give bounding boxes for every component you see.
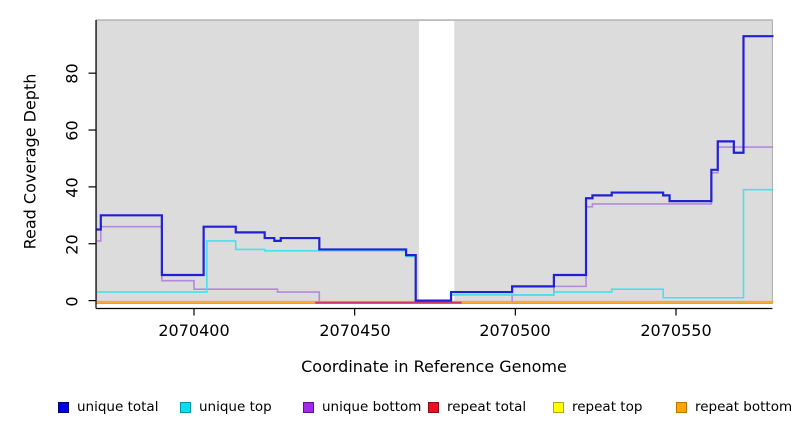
legend-label: unique bottom — [322, 399, 422, 415]
x-tick-2070450: 2070450 — [319, 321, 391, 340]
repeat-top-swatch-icon — [553, 401, 564, 413]
legend-label: unique total — [77, 399, 159, 415]
series-unique-top — [96, 188, 774, 302]
y-tick-60: 60 — [62, 120, 82, 141]
y-tick-40: 40 — [62, 177, 82, 198]
y-tick-0: 0 — [62, 296, 82, 307]
y-tick-80: 80 — [62, 63, 82, 84]
x-tick-2070500: 2070500 — [479, 321, 551, 340]
legend-item-unique-top: unique top — [180, 399, 272, 415]
y-axis-title: Read Coverage Depth — [20, 73, 40, 250]
series-unique-total — [96, 35, 774, 302]
repeat-total-swatch-icon — [428, 401, 439, 413]
y-tick-20: 20 — [62, 234, 82, 255]
x-tick-2070400: 2070400 — [158, 321, 230, 340]
unique-top-swatch-icon — [180, 401, 191, 413]
unique-bottom-swatch-icon — [303, 401, 314, 413]
x-axis-title: Coordinate in Reference Genome — [301, 357, 567, 376]
legend-label: unique top — [199, 399, 272, 415]
legend-label: repeat total — [447, 399, 527, 415]
legend-item-repeat-total: repeat total — [428, 399, 526, 415]
x-tick-2070550: 2070550 — [640, 321, 712, 340]
repeat-bottom-swatch-icon — [676, 401, 687, 413]
legend-label: repeat bottom — [695, 399, 792, 415]
legend-item-repeat-top: repeat top — [553, 399, 642, 415]
legend-item-unique-total: unique total — [58, 399, 158, 415]
legend-item-unique-bottom: unique bottom — [303, 399, 421, 415]
legend-item-repeat-bottom: repeat bottom — [676, 399, 792, 415]
unique-total-swatch-icon — [58, 401, 69, 413]
legend-label: repeat top — [572, 399, 643, 415]
